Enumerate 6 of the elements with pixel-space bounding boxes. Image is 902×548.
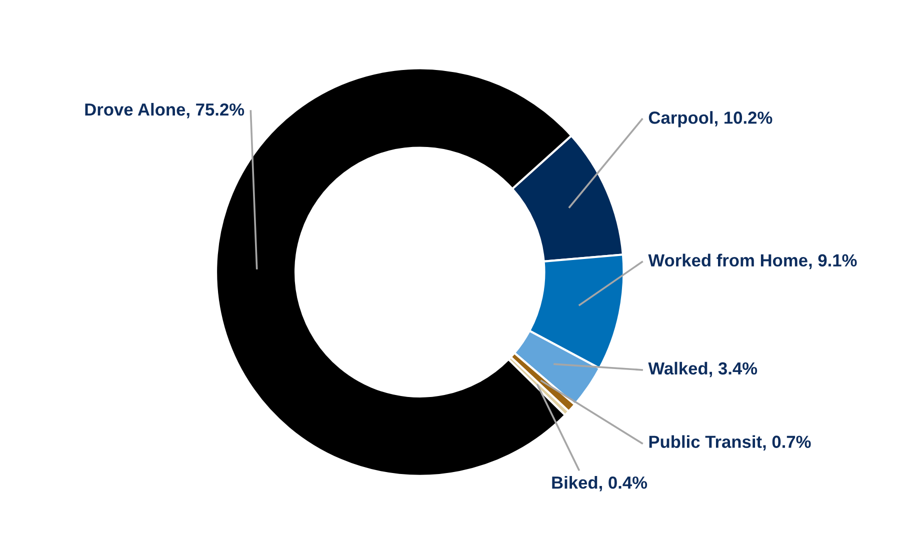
slice-label: Worked from Home, 9.1% [648,254,857,270]
slice-label: Carpool, 10.2% [648,111,772,128]
slice-label: Walked, 3.4% [648,362,758,378]
slice-label: Biked, 0.4% [552,476,648,492]
slice-label: Public Transit, 0.7% [649,435,811,450]
slice-label: Drove Alone, 75.2% [85,102,244,118]
